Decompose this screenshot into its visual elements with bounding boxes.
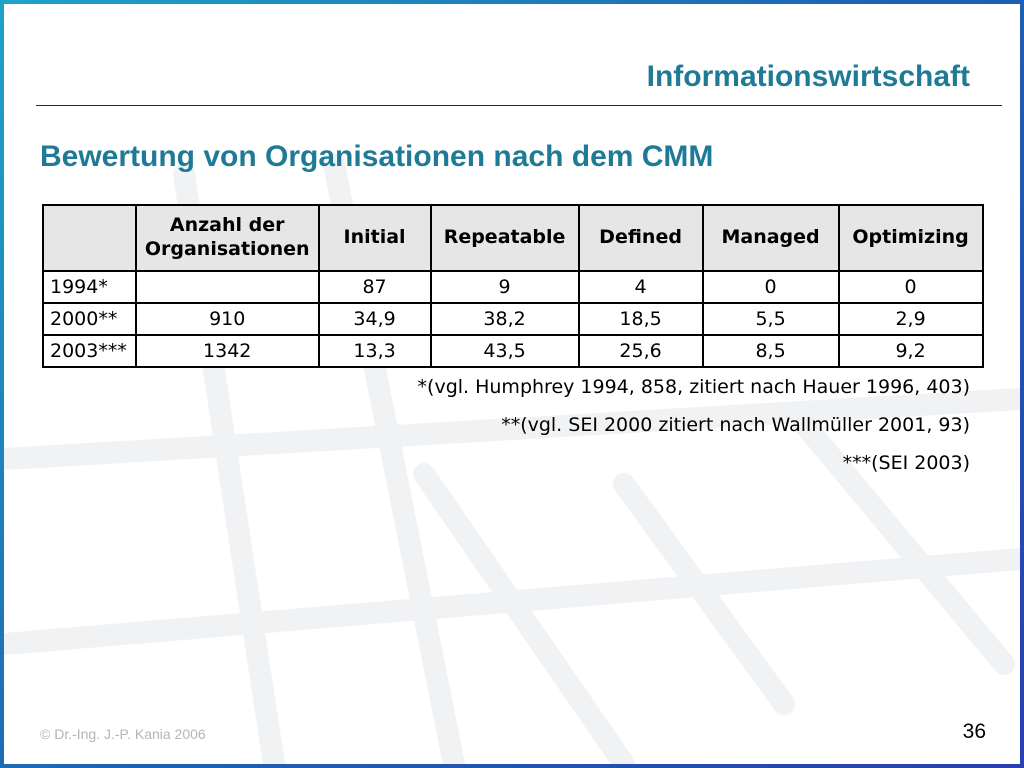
column-header-year: [42, 204, 137, 272]
table-cell: 0: [837, 270, 984, 304]
table-cell: [134, 270, 320, 304]
table-cell: 43,5: [429, 334, 580, 368]
table-cell: 25,6: [577, 334, 704, 368]
table-row: 2003*** 1342 13,3 43,5 25,6 8,5 9,2: [42, 334, 984, 368]
table-header-row: Anzahl der Organisationen Initial Repeata…: [42, 204, 984, 272]
table-cell: 38,2: [429, 302, 580, 336]
table-cell: 2,9: [837, 302, 984, 336]
table-cell: 0: [701, 270, 840, 304]
column-header-initial: Initial: [317, 204, 432, 272]
table-cell: 910: [134, 302, 320, 336]
table-cell: 1342: [134, 334, 320, 368]
slide-heading: Bewertung von Organisationen nach dem CM…: [40, 140, 714, 173]
source-notes: *(vgl. Humphrey 1994, 858, zitiert nach …: [418, 375, 970, 489]
table-cell: 87: [317, 270, 432, 304]
column-header-optimizing: Optimizing: [837, 204, 984, 272]
table-cell: 4: [577, 270, 704, 304]
table-cell: 8,5: [701, 334, 840, 368]
column-header-managed: Managed: [701, 204, 840, 272]
table-row: 2000** 910 34,9 38,2 18,5 5,5 2,9: [42, 302, 984, 336]
table-cell-year: 1994*: [42, 270, 137, 304]
table-cell: 9,2: [837, 334, 984, 368]
source-note: *(vgl. Humphrey 1994, 858, zitiert nach …: [417, 376, 970, 398]
table-cell: 34,9: [317, 302, 432, 336]
cmm-table: Anzahl der Organisationen Initial Repeata…: [42, 204, 984, 368]
table-cell: 5,5: [701, 302, 840, 336]
column-header-repeatable: Repeatable: [429, 204, 580, 272]
table-row: 1994* 87 9 4 0 0: [42, 270, 984, 304]
column-header-organisations: Anzahl der Organisationen: [134, 204, 320, 272]
table-cell: 9: [429, 270, 580, 304]
table-cell: 13,3: [317, 334, 432, 368]
header-divider: [36, 105, 1002, 106]
page-number: 36: [962, 720, 986, 743]
header-title: Informationswirtschaft: [646, 60, 970, 93]
table-cell-year: 2000**: [42, 302, 137, 336]
source-note: ***(SEI 2003): [842, 452, 970, 474]
footer-copyright: © Dr.-Ing. J.-P. Kania 2006: [40, 726, 206, 742]
table-cell-year: 2003***: [42, 334, 137, 368]
table-cell: 18,5: [577, 302, 704, 336]
source-note: **(vgl. SEI 2000 zitiert nach Wallmüller…: [501, 414, 970, 436]
column-header-defined: Defined: [577, 204, 704, 272]
